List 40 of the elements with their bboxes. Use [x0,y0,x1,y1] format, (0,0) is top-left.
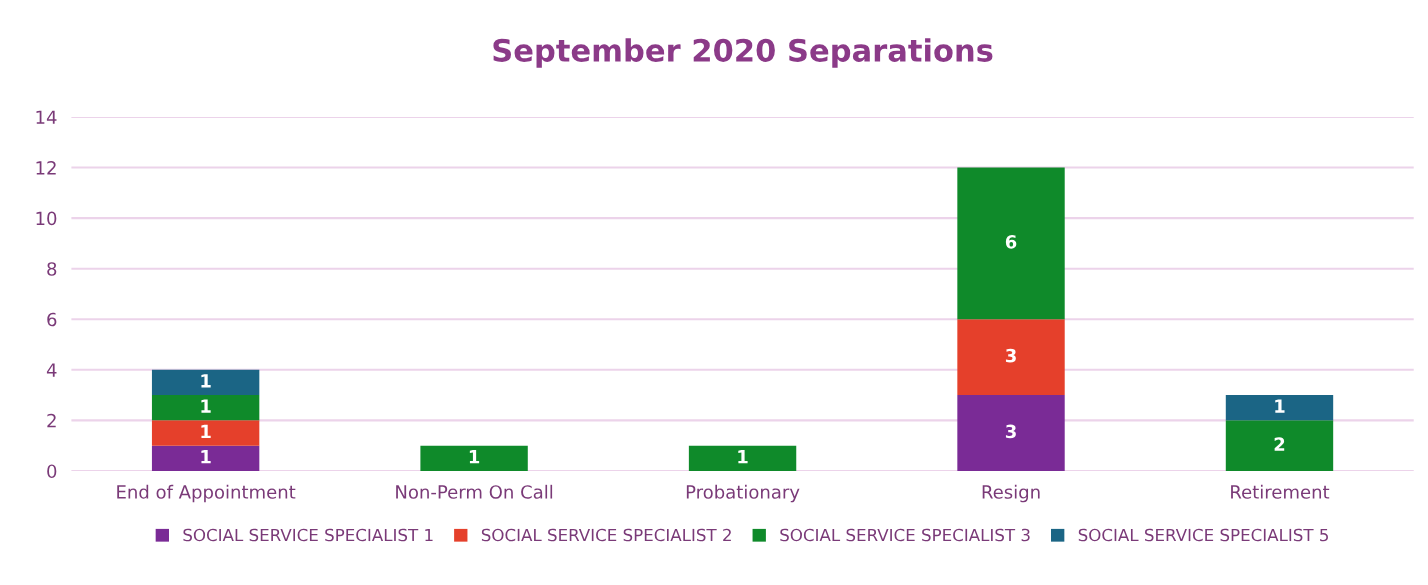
y-tick-label: 8 [47,262,57,276]
bar [957,319,1065,396]
data-label: 1 [201,450,211,464]
y-tick-label: 2 [47,413,56,428]
legend-label: SOCIAL SERVICE SPECIALIST 2 [481,528,731,542]
bar [151,369,260,396]
bar [957,395,1065,471]
data-label: 3 [1005,348,1016,363]
data-label: 3 [1005,424,1016,439]
data-label: 2 [1274,437,1285,451]
data-label: 1 [201,424,211,438]
bar [151,395,260,421]
data-label: 1 [201,399,211,413]
bar [688,445,797,471]
x-tick-label: Probationary [686,484,800,503]
data-label: 6 [1005,235,1017,249]
x-tick-label: End of Appointment [117,484,296,503]
y-tick-label: 4 [46,363,57,377]
data-label: 1 [1275,399,1285,413]
legend-label: SOCIAL SERVICE SPECIALIST 5 [1078,528,1328,542]
bar [1225,420,1334,471]
bar [420,445,528,471]
x-tick-label: Resign [982,484,1040,503]
legend-label: SOCIAL SERVICE SPECIALIST 3 [780,528,1030,542]
data-label: 1 [738,450,748,464]
y-tick-label: 14 [36,110,57,124]
bar [151,445,260,471]
bar [1225,395,1334,421]
data-label: 1 [469,450,480,464]
chart-title: September 2020 Separations [493,38,993,68]
y-tick-label: 12 [36,161,56,175]
data-label: 1 [201,374,211,388]
y-tick-label: 0 [47,464,57,479]
x-tick-label: Non-Perm On Call [396,484,553,499]
bar [957,167,1065,320]
y-tick-label: 10 [36,211,57,226]
y-tick-label: 6 [47,312,57,327]
bar [151,420,260,446]
x-tick-label: Retirement [1231,484,1330,499]
legend-label: SOCIAL SERVICE SPECIALIST 1 [183,528,433,542]
